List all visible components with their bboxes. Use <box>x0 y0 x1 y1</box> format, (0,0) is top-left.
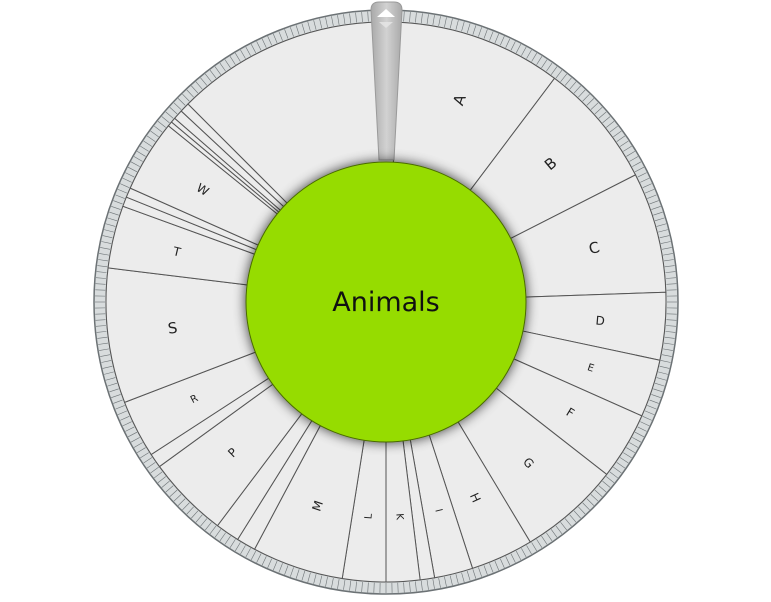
center-label: Animals <box>332 287 440 318</box>
segment-label: M <box>309 499 326 513</box>
segment-label: L <box>363 513 374 520</box>
segment-label: D <box>595 313 605 328</box>
pointer-icon <box>370 1 403 161</box>
segment-label: T <box>171 244 183 260</box>
segment-label: R <box>189 393 200 406</box>
pointer-arrow-icon <box>377 9 395 17</box>
segment-label: I <box>432 508 443 514</box>
pointer-notch-icon <box>379 22 393 28</box>
segment-label: S <box>167 319 179 338</box>
segment-label: E <box>586 362 595 374</box>
segment-label: K <box>393 513 404 521</box>
segment-label: C <box>587 238 602 258</box>
rim-ticks <box>95 11 677 593</box>
center-hub[interactable]: Animals <box>245 161 527 443</box>
